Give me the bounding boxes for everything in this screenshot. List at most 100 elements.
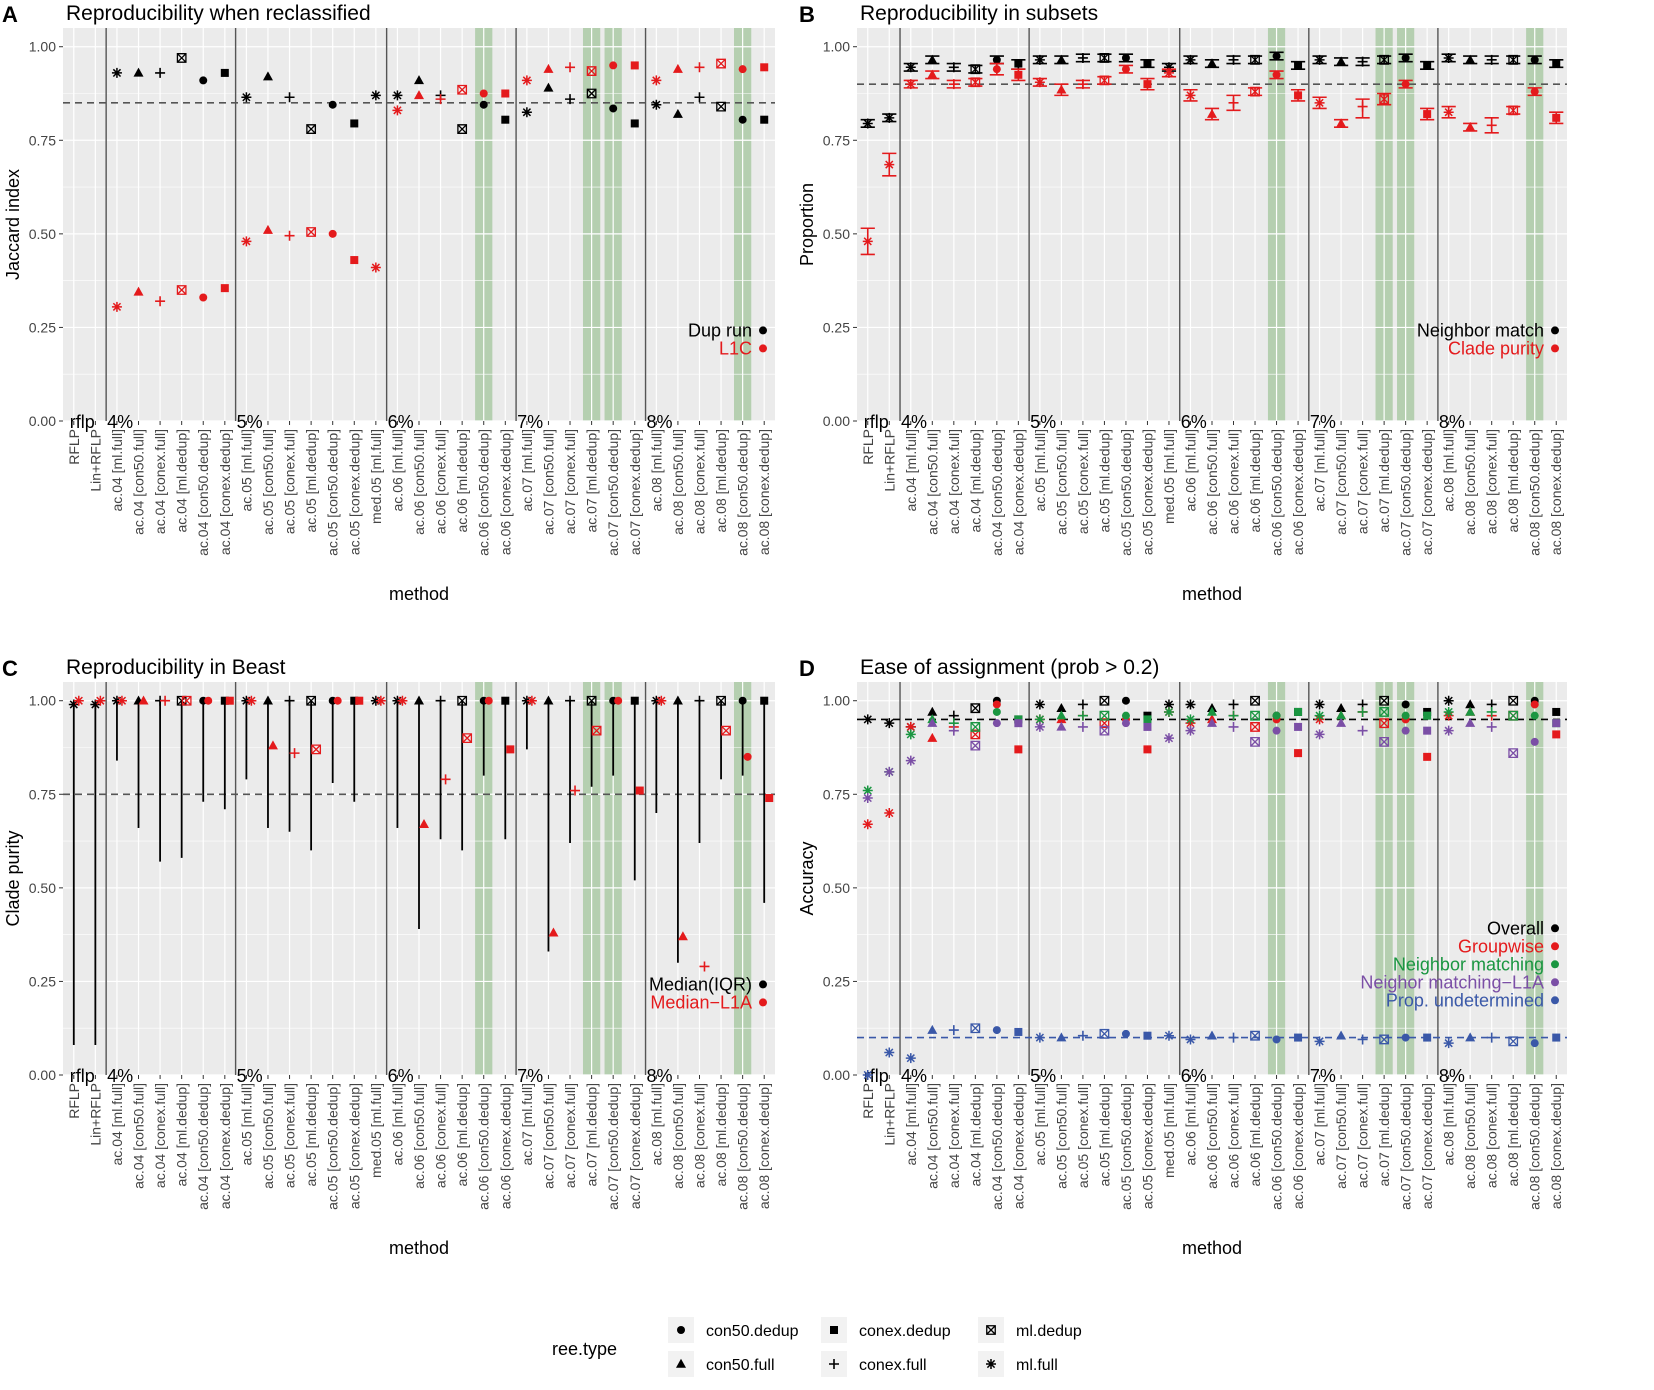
shape-legend-label: conex.dedup — [859, 1323, 951, 1340]
data-point — [1552, 719, 1561, 728]
data-point — [1163, 706, 1174, 717]
data-point — [68, 699, 79, 710]
x-tick-label: ac.04 [conex.full] — [152, 1083, 168, 1188]
x-tick-label: ac.08 [conex.full] — [1484, 1083, 1500, 1188]
data-point — [220, 284, 229, 293]
data-point — [306, 227, 317, 237]
x-tick-label: RFLP — [860, 429, 876, 465]
x-tick-label: ac.05 [ml.full] — [1032, 1083, 1048, 1165]
data-point — [1508, 105, 1519, 116]
data-point — [1077, 699, 1088, 710]
data-point — [609, 104, 618, 113]
panel-letter: D — [799, 656, 815, 681]
data-point — [905, 1053, 916, 1064]
data-point — [479, 100, 488, 109]
data-point — [370, 262, 381, 273]
x-tick-label: ac.05 [conex.dedup] — [1139, 1083, 1155, 1209]
panel-legend: Median(IQR)Median−L1A — [649, 974, 767, 1012]
data-point — [862, 819, 873, 830]
data-point — [1272, 70, 1281, 79]
data-point — [1465, 54, 1476, 64]
legend-label: Neighor matching−L1A — [1360, 972, 1544, 992]
data-point — [1530, 700, 1539, 709]
data-point — [884, 159, 895, 170]
group-label: 4% — [901, 412, 927, 432]
data-point — [116, 695, 127, 706]
data-point — [1357, 725, 1368, 736]
data-point — [1530, 55, 1539, 64]
y-tick-label: 0.25 — [823, 319, 850, 335]
data-point — [1379, 695, 1390, 706]
data-point — [133, 286, 144, 296]
data-point — [1552, 707, 1561, 716]
data-point — [1357, 101, 1368, 112]
data-point — [738, 696, 747, 705]
x-tick-label: ac.07 [ml.dedup] — [584, 429, 600, 533]
x-tick-label: ac.05 [conex.full] — [282, 429, 298, 534]
x-tick-label: ac.08 [conex.dedup] — [1548, 1083, 1564, 1209]
x-tick-label: ac.07 [con50.full] — [1333, 1083, 1349, 1189]
x-tick-label: ac.08 [con50.dedup] — [735, 1083, 751, 1210]
x-tick-label: ac.08 [ml.full] — [648, 1083, 664, 1165]
data-point — [1508, 748, 1519, 759]
x-tick-label: ac.04 [con50.full] — [924, 429, 940, 535]
data-point — [1423, 110, 1432, 119]
y-tick-label: 0.00 — [29, 413, 56, 429]
y-tick-label: 0.00 — [29, 1067, 56, 1083]
legend-dot — [1551, 344, 1559, 353]
x-tick-label: ac.05 [conex.dedup] — [346, 429, 362, 555]
x-tick-label: ac.07 [conex.dedup] — [1419, 429, 1435, 555]
data-point — [1250, 736, 1260, 747]
data-point — [1250, 710, 1260, 721]
data-point — [651, 99, 662, 110]
data-point — [1099, 1028, 1110, 1039]
panel-C: C Reproducibility in Beast rflp 4% 5% 6% 7% 8% 0… — [2, 656, 775, 1258]
x-tick-label: ac.05 [con50.full] — [260, 1083, 276, 1189]
data-point — [1207, 58, 1217, 68]
data-point — [1314, 54, 1325, 65]
data-point — [1314, 729, 1325, 740]
x-tick-label: ac.05 [con50.dedup] — [325, 429, 341, 556]
data-point — [306, 695, 317, 706]
x-tick-label: ac.06 [conex.full] — [1226, 1083, 1242, 1188]
x-tick-label: ac.07 [ml.full] — [519, 429, 535, 511]
x-tick-label: ac.08 [conex.full] — [691, 1083, 707, 1188]
data-point — [457, 124, 468, 134]
data-point — [1250, 54, 1260, 65]
x-tick-label: ac.06 [ml.dedup] — [1247, 429, 1263, 533]
group-label: 5% — [237, 1066, 263, 1086]
panel-B: B Reproducibility in subsets rflp 4% 5% 6% 7% 8… — [797, 2, 1567, 604]
x-tick-label: ac.04 [con50.dedup] — [195, 1083, 211, 1210]
legend-dot — [1551, 960, 1559, 969]
x-tick-label: ac.07 [ml.dedup] — [1376, 429, 1392, 533]
data-point — [1443, 706, 1454, 717]
x-tick-label: ac.07 [conex.dedup] — [627, 429, 643, 555]
x-axis-title: method — [1182, 584, 1242, 604]
x-tick-label: ac.07 [con50.full] — [540, 1083, 556, 1189]
data-point — [1336, 1030, 1347, 1040]
group-label: 5% — [1030, 1066, 1056, 1086]
series-1 — [860, 62, 1564, 256]
data-point — [862, 118, 873, 129]
shape-legend-marker — [676, 1358, 686, 1368]
group-label: 8% — [1439, 1066, 1465, 1086]
data-point — [241, 236, 252, 247]
data-point — [884, 766, 895, 777]
data-point — [1250, 695, 1260, 706]
x-tick-label: ac.07 [con50.dedup] — [1398, 1083, 1414, 1210]
x-tick-label: ac.06 [conex.full] — [1226, 429, 1242, 534]
x-tick-label: ac.06 [con50.dedup] — [1269, 429, 1285, 556]
data-point — [948, 79, 959, 90]
data-point — [765, 794, 774, 803]
panel-letter: C — [2, 656, 18, 681]
x-tick-label: ac.07 [conex.full] — [562, 1083, 578, 1188]
legend-dot — [1551, 924, 1559, 933]
data-point — [1508, 710, 1519, 721]
x-tick-label: ac.07 [conex.dedup] — [1419, 1083, 1435, 1209]
x-tick-label: ac.05 [con50.dedup] — [1118, 429, 1134, 556]
data-point — [1228, 699, 1239, 710]
legend-dot — [1551, 978, 1559, 987]
data-point — [614, 696, 623, 705]
shape-legend-label: conex.full — [859, 1357, 927, 1374]
